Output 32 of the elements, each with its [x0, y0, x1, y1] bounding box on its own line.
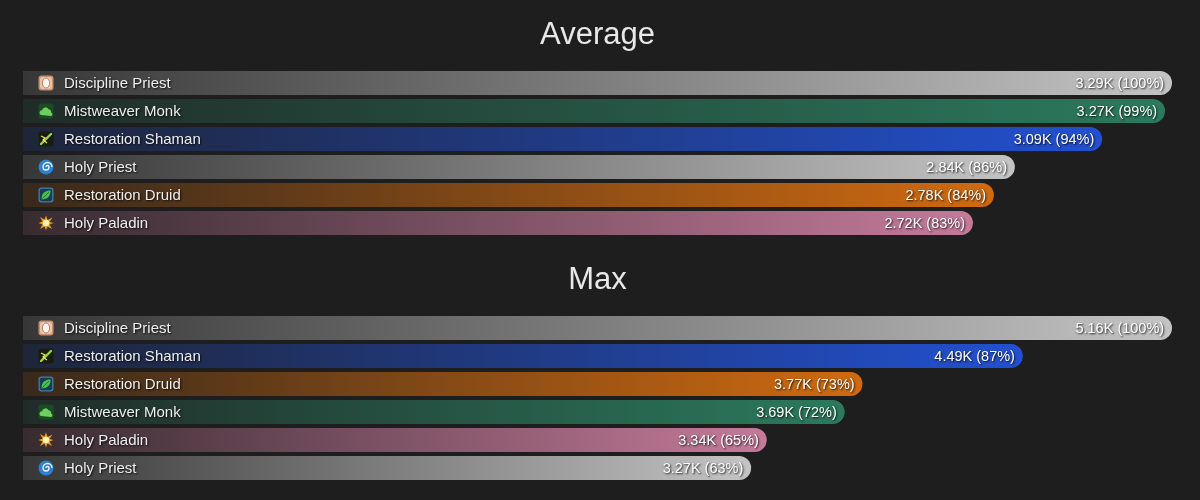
y-tick-label: Mistweaver Monk — [64, 102, 182, 120]
data-label: 3.27K (63%) — [662, 460, 744, 476]
y-tick-label: Holy Priest — [64, 459, 138, 477]
y-tick-label: Holy Priest — [64, 158, 138, 176]
data-label: 4.49K (87%) — [934, 348, 1015, 364]
data-label: 3.77K (73%) — [773, 376, 855, 392]
data-label: 5.16K (100%) — [1075, 320, 1165, 336]
data-label: 2.72K (83%) — [884, 215, 966, 231]
bar — [23, 316, 1172, 340]
data-label: 3.29K (100%) — [1075, 75, 1165, 91]
chart-title: Max — [568, 260, 628, 296]
data-label: 3.27K (99%) — [1076, 103, 1158, 119]
bar — [23, 400, 845, 424]
data-label: 3.34K (65%) — [678, 432, 759, 448]
y-tick-label: Restoration Shaman — [64, 347, 201, 365]
bar — [23, 456, 752, 480]
y-tick-label: Discipline Priest — [64, 74, 172, 92]
y-tick-label: Restoration Shaman — [64, 130, 201, 148]
data-label: 2.78K (84%) — [905, 187, 987, 203]
y-tick-label: Holy Paladin — [64, 431, 149, 449]
chart-title: Average — [540, 15, 655, 51]
y-tick-label: Holy Paladin — [64, 214, 149, 232]
bar — [23, 344, 1023, 368]
y-tick-label: Restoration Druid — [64, 375, 181, 393]
bar — [23, 428, 767, 452]
bar — [23, 372, 863, 396]
data-label: 3.69K (72%) — [756, 404, 837, 420]
data-label: 3.09K (94%) — [1013, 131, 1095, 147]
y-tick-label: Discipline Priest — [64, 319, 172, 337]
y-tick-label: Mistweaver Monk — [64, 403, 182, 421]
y-tick-label: Restoration Druid — [64, 186, 181, 204]
data-label: 2.84K (86%) — [926, 159, 1007, 175]
